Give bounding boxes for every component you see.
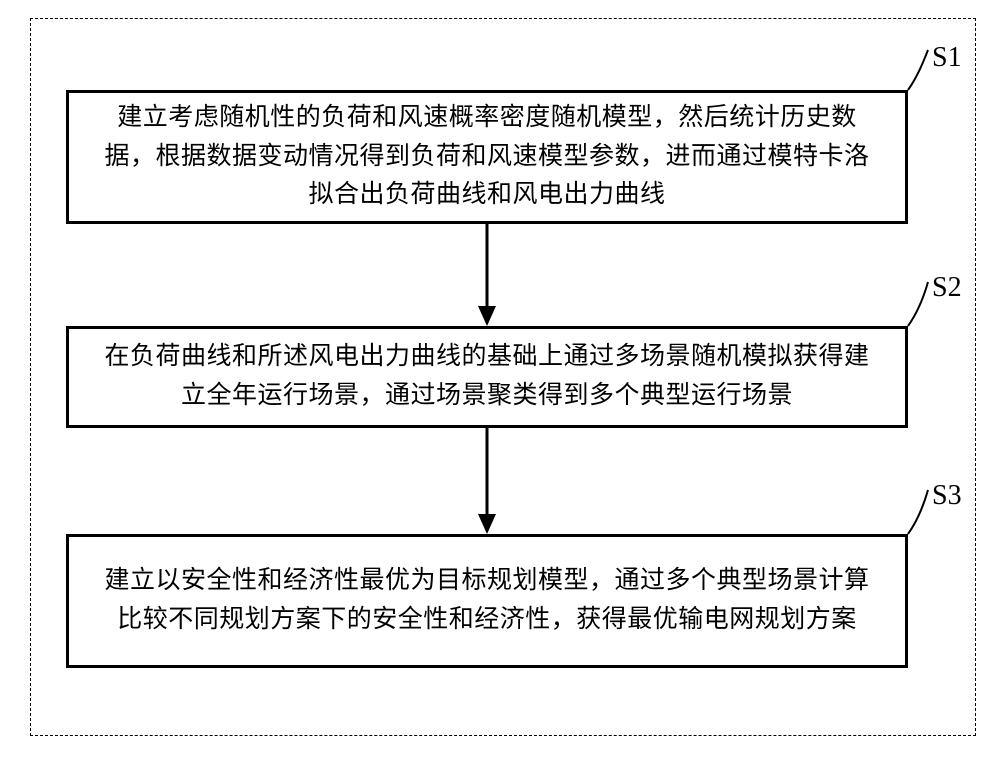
arrow-s2-s3 — [0, 0, 1000, 759]
flowchart-canvas: 建立考虑随机性的负荷和风速概率密度随机模型，然后统计历史数据，根据数据变动情况得… — [0, 0, 1000, 759]
